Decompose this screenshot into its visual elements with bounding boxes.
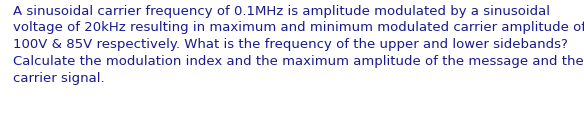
Text: A sinusoidal carrier frequency of 0.1MHz is amplitude modulated by a sinusoidal
: A sinusoidal carrier frequency of 0.1MHz… <box>13 5 584 85</box>
